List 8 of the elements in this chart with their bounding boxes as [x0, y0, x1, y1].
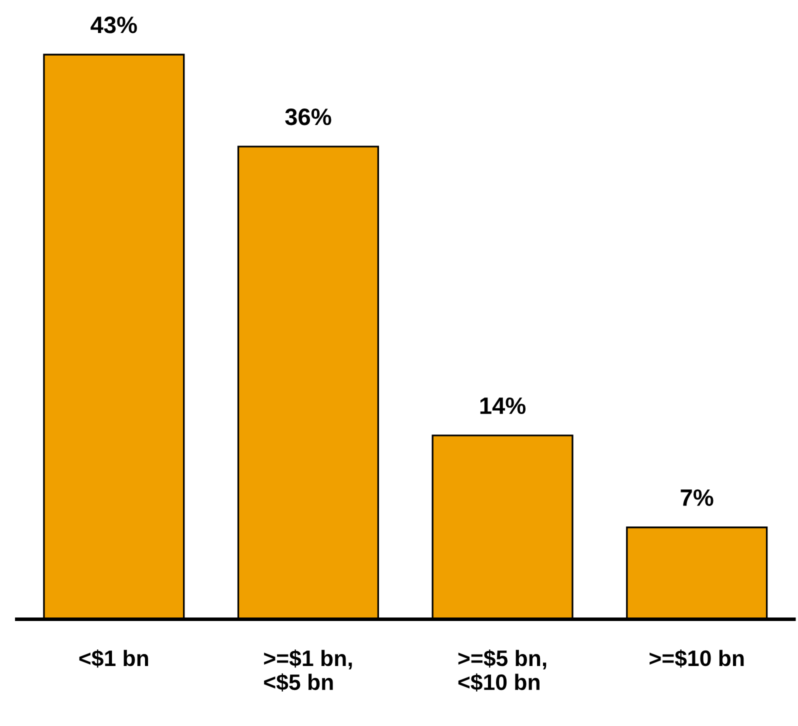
data-label: 43%: [90, 16, 137, 34]
x-tick-label: >=$5 bn, <$10 bn: [458, 649, 546, 692]
x-tick-label: >=$10 bn: [650, 649, 744, 668]
data-label: 36%: [285, 108, 332, 126]
data-label: 14%: [480, 397, 526, 414]
x-tick-label: <$1 bn: [79, 649, 148, 668]
x-tick-label: >=$1 bn, <$5 bn: [264, 649, 352, 692]
data-label: 7%: [680, 489, 714, 506]
